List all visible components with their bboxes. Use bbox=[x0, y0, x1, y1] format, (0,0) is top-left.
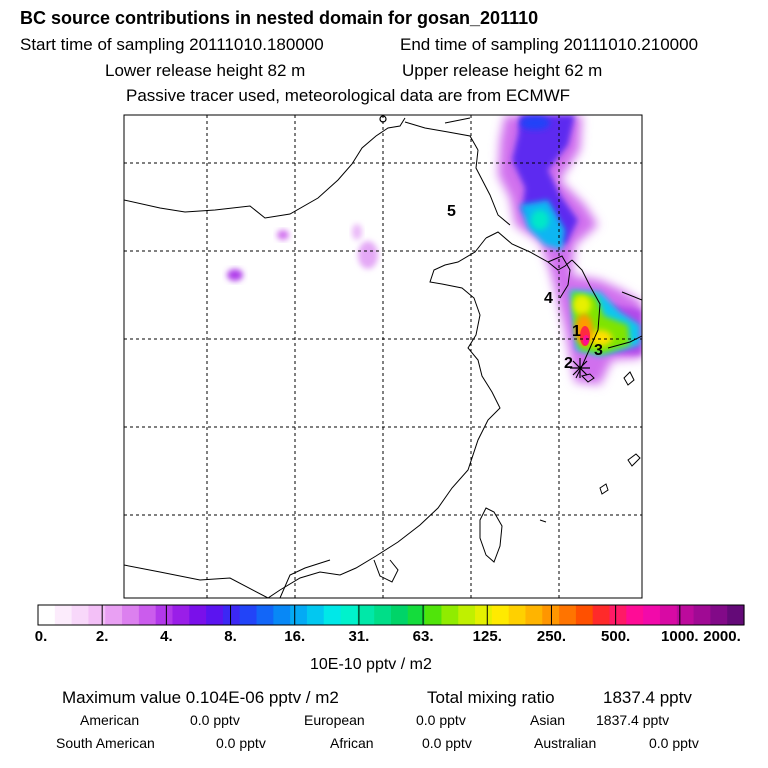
colorbar-cell bbox=[592, 605, 611, 625]
colorbar-cell bbox=[222, 605, 241, 625]
colorbar-cell bbox=[391, 605, 409, 625]
upper-release-height: Upper release height 62 m bbox=[402, 61, 603, 80]
colorbar-cell bbox=[290, 605, 308, 625]
colorbar-cell bbox=[727, 605, 745, 625]
colorbar-label: 4. bbox=[160, 628, 173, 645]
colorbar-cell bbox=[407, 605, 426, 625]
asian-value: 1837.4 pptv bbox=[596, 712, 670, 728]
colorbar-label: 125. bbox=[472, 628, 502, 645]
colorbar-cell bbox=[105, 605, 123, 625]
colorbar-cell bbox=[374, 605, 392, 625]
colorbar-frame bbox=[37, 604, 745, 626]
asian-label: Asian bbox=[530, 712, 566, 728]
map-title: BC source contributions in nested domain… bbox=[20, 8, 539, 28]
region-label-2: 2 bbox=[564, 355, 573, 372]
european-value: 0.0 pptv bbox=[416, 712, 466, 728]
colorbar-cell bbox=[138, 605, 157, 625]
colorbar-cell bbox=[172, 605, 190, 625]
colorbar-label: 2000. bbox=[703, 628, 741, 645]
colorbar-cell bbox=[643, 605, 661, 625]
colorbar-cell bbox=[189, 605, 207, 625]
colorbar-cell bbox=[424, 605, 443, 625]
colorbar-cell bbox=[710, 605, 728, 625]
colorbar-label: 250. bbox=[536, 628, 567, 645]
colorbar-cell bbox=[693, 605, 711, 625]
colorbar-label: 2. bbox=[95, 628, 109, 645]
colorbar-cell bbox=[508, 605, 527, 625]
colorbar-cell bbox=[525, 605, 543, 625]
australian-label: Australian bbox=[534, 735, 597, 751]
colorbar-cell bbox=[340, 605, 358, 625]
colorbar-cell bbox=[256, 605, 274, 625]
total-mixing-value: 1837.4 pptv bbox=[603, 688, 692, 707]
city-marker-icon bbox=[379, 115, 387, 123]
start-time-label: Start time of sampling 20111010.180000 bbox=[20, 35, 324, 54]
african-value: 0.0 pptv bbox=[422, 735, 472, 751]
graticule bbox=[124, 115, 642, 598]
region-label-3: 3 bbox=[594, 342, 603, 359]
colorbar-label: 63. bbox=[412, 628, 434, 645]
tracer-note: Passive tracer used, meteorological data… bbox=[126, 86, 571, 105]
end-time-label: End time of sampling 20111010.210000 bbox=[400, 35, 699, 54]
african-label: African bbox=[330, 735, 374, 751]
colorbar-cell bbox=[273, 605, 291, 625]
australian-value: 0.0 pptv bbox=[649, 735, 699, 751]
colorbar-cell bbox=[458, 605, 476, 625]
colorbar bbox=[37, 604, 745, 626]
map-frame bbox=[123, 114, 643, 599]
colorbar-label: 1000. bbox=[661, 628, 699, 645]
receptor-star-icon bbox=[570, 358, 590, 378]
colorbar-cell bbox=[88, 605, 106, 625]
colorbar-cell bbox=[38, 605, 56, 625]
colorbar-cell bbox=[323, 605, 342, 625]
colorbar-cell bbox=[206, 605, 224, 625]
european-label: European bbox=[304, 712, 365, 728]
colorbar-cell bbox=[575, 605, 594, 625]
colorbar-cell bbox=[155, 605, 174, 625]
colorbar-cell bbox=[609, 605, 627, 625]
total-mixing-label: Total mixing ratio bbox=[427, 688, 555, 707]
south-american-value: 0.0 pptv bbox=[216, 735, 266, 751]
coastlines bbox=[124, 117, 642, 598]
lower-release-height: Lower release height 82 m bbox=[105, 61, 306, 80]
colorbar-label: 0. bbox=[34, 628, 48, 645]
colorbar-cell bbox=[659, 605, 678, 625]
colorbar-cell bbox=[559, 605, 577, 625]
colorbar-label: 16. bbox=[284, 628, 306, 645]
american-value: 0.0 pptv bbox=[190, 712, 240, 728]
colorbar-cell bbox=[676, 605, 695, 625]
colorbar-label: 500. bbox=[601, 628, 631, 645]
plume-hotspot bbox=[575, 314, 593, 346]
colorbar-cell bbox=[441, 605, 459, 625]
colorbar-cell bbox=[475, 605, 493, 625]
colorbar-cell bbox=[491, 605, 510, 625]
colorbar-cell bbox=[239, 605, 258, 625]
colorbar-label: 31. bbox=[348, 628, 370, 645]
region-label-4: 4 bbox=[544, 290, 553, 307]
colorbar-cell bbox=[122, 605, 140, 625]
map-panel: 1 2 3 4 5 bbox=[123, 114, 643, 599]
region-label-5: 5 bbox=[447, 203, 456, 220]
colorbar-cell bbox=[306, 605, 325, 625]
colorbar-cell bbox=[54, 605, 73, 625]
colorbar-cell bbox=[357, 605, 375, 625]
map-content: 1 2 3 4 5 bbox=[124, 115, 642, 598]
colorbar-cell bbox=[626, 605, 644, 625]
plume-patches bbox=[227, 224, 378, 281]
colorbar-cell bbox=[71, 605, 90, 625]
american-label: American bbox=[80, 712, 140, 728]
south-american-label: South American bbox=[56, 735, 155, 751]
max-value-label: Maximum value 0.104E-06 pptv / m2 bbox=[62, 688, 339, 707]
colorbar-label: 8. bbox=[224, 628, 237, 645]
region-label-1: 1 bbox=[572, 323, 581, 340]
colorbar-unit: 10E-10 pptv / m2 bbox=[310, 656, 432, 673]
